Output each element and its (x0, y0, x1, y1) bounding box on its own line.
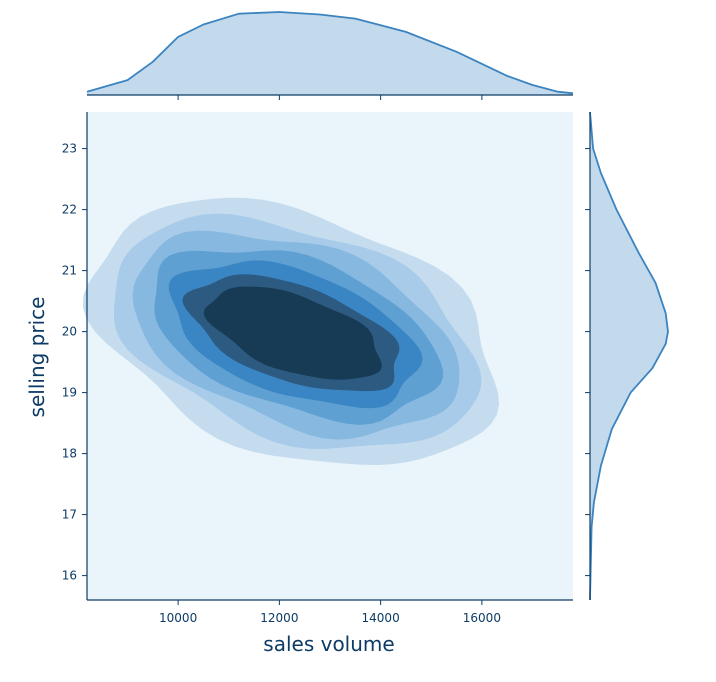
y-marginal-fill (590, 112, 668, 600)
x-tick-label: 10000 (159, 611, 197, 625)
x-tick-label: 12000 (260, 611, 298, 625)
y-tick-label: 16 (62, 569, 77, 583)
axes: 10000 12000 14000 16000 16 17 18 19 20 21 22 23 (62, 94, 591, 625)
y-tick-label: 19 (62, 386, 77, 400)
y-tick-label: 23 (62, 142, 77, 156)
y-marginal-density (589, 111, 669, 601)
x-axis-label: sales volume (263, 632, 394, 656)
x-marginal-density (86, 11, 574, 95)
y-tick-label: 20 (62, 325, 77, 339)
y-tick-label: 17 (62, 508, 77, 522)
y-tick-label: 18 (62, 447, 77, 461)
y-tick-label: 21 (62, 264, 77, 278)
x-marginal-fill (87, 12, 573, 95)
y-marginal-curve (589, 111, 669, 601)
y-axis-label: selling price (25, 297, 49, 418)
y-tick-label: 22 (62, 203, 77, 217)
density-contours (82, 197, 500, 466)
x-tick-label: 16000 (463, 611, 501, 625)
x-marginal-curve (86, 11, 574, 95)
density-level-7 (203, 286, 382, 380)
x-tick-label: 14000 (362, 611, 400, 625)
